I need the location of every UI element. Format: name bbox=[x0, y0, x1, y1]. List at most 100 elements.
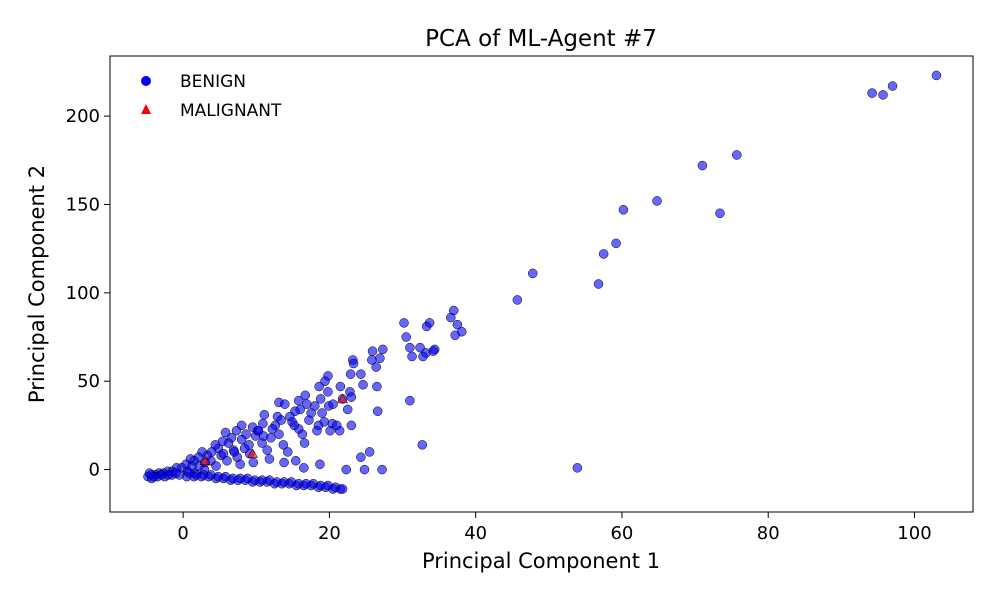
data-point-benign bbox=[356, 452, 366, 462]
data-point-benign bbox=[611, 238, 621, 249]
data-point-benign bbox=[211, 461, 221, 471]
series-benign bbox=[143, 70, 942, 494]
data-point-benign bbox=[267, 424, 278, 434]
data-point-benign bbox=[346, 420, 357, 431]
data-point-benign bbox=[359, 464, 370, 475]
data-point-benign bbox=[450, 330, 460, 341]
data-point-benign bbox=[341, 464, 351, 475]
data-point-benign bbox=[262, 445, 272, 455]
data-point-benign bbox=[280, 399, 290, 409]
data-point-benign bbox=[732, 150, 742, 160]
x-tick-label: 20 bbox=[318, 523, 341, 544]
data-point-benign bbox=[367, 355, 377, 365]
data-point-benign bbox=[652, 196, 662, 206]
data-point-benign bbox=[299, 463, 309, 473]
data-point-benign bbox=[244, 440, 254, 450]
data-point-benign bbox=[371, 362, 381, 372]
data-point-benign bbox=[289, 420, 300, 431]
data-point-benign bbox=[274, 429, 284, 439]
legend-marker-benign bbox=[141, 76, 151, 86]
data-point-benign bbox=[405, 395, 415, 406]
data-point-benign bbox=[335, 381, 346, 392]
data-point-benign bbox=[258, 418, 268, 429]
data-point-benign bbox=[317, 408, 327, 418]
data-point-benign bbox=[144, 468, 155, 478]
data-point-benign bbox=[417, 440, 428, 450]
data-point-benign bbox=[248, 457, 259, 468]
legend-label-benign: BENIGN bbox=[180, 72, 246, 92]
data-point-benign bbox=[372, 381, 382, 392]
data-point-benign bbox=[229, 447, 240, 457]
legend-label-malignant: MALIGNANT bbox=[180, 101, 282, 121]
data-point-benign bbox=[315, 394, 326, 404]
data-point-benign bbox=[452, 319, 463, 330]
chart-title: PCA of ML-Agent #7 bbox=[425, 26, 657, 52]
data-point-malignant bbox=[247, 448, 259, 458]
data-point-benign bbox=[301, 399, 312, 409]
data-point-benign bbox=[348, 358, 359, 369]
data-point-benign bbox=[421, 321, 432, 332]
data-point-benign bbox=[331, 420, 342, 431]
data-point-benign bbox=[258, 431, 269, 441]
data-point-benign bbox=[297, 429, 308, 439]
y-tick-label: 100 bbox=[66, 283, 100, 304]
data-point-benign bbox=[405, 342, 415, 353]
data-point-benign bbox=[887, 81, 898, 91]
data-point-benign bbox=[264, 454, 275, 464]
data-point-benign bbox=[315, 459, 325, 470]
data-point-benign bbox=[328, 399, 338, 409]
points-layer bbox=[143, 70, 942, 494]
data-point-benign bbox=[278, 440, 289, 450]
data-point-benign bbox=[378, 344, 388, 355]
x-tick-label: 40 bbox=[464, 523, 487, 544]
data-point-benign bbox=[697, 160, 708, 171]
data-point-benign bbox=[407, 351, 417, 362]
data-point-benign bbox=[236, 420, 247, 431]
data-point-benign bbox=[285, 411, 295, 422]
data-point-benign bbox=[867, 88, 877, 98]
data-point-benign bbox=[358, 379, 368, 390]
data-point-malignant bbox=[337, 393, 348, 404]
plot-frame bbox=[109, 55, 974, 513]
y-axis: 0 50 100 150 200 bbox=[66, 106, 110, 481]
x-tick-label: 80 bbox=[757, 523, 780, 544]
data-point-benign bbox=[282, 447, 293, 457]
data-point-benign bbox=[527, 268, 538, 279]
data-point-benign bbox=[364, 447, 375, 457]
data-point-benign bbox=[346, 392, 357, 402]
data-point-benign bbox=[323, 387, 333, 397]
data-point-benign bbox=[291, 455, 301, 466]
data-point-benign bbox=[342, 404, 353, 415]
data-point-benign bbox=[418, 351, 428, 362]
data-point-benign bbox=[235, 459, 245, 470]
data-point-benign bbox=[312, 425, 322, 436]
data-point-benign bbox=[314, 381, 324, 392]
data-point-malignant bbox=[199, 455, 211, 465]
data-point-benign bbox=[593, 279, 604, 289]
x-axis: 0 20 40 60 80 100 bbox=[177, 512, 932, 544]
data-point-benign bbox=[356, 369, 366, 379]
legend: BENIGN MALIGNANT bbox=[141, 72, 282, 121]
y-tick-label: 150 bbox=[66, 194, 100, 215]
data-point-benign bbox=[236, 434, 247, 445]
data-point-benign bbox=[512, 295, 523, 305]
data-point-benign bbox=[299, 438, 310, 448]
data-point-benign bbox=[572, 463, 583, 473]
y-axis-label: Principal Component 2 bbox=[25, 165, 49, 403]
data-point-benign bbox=[377, 464, 387, 475]
data-point-benign bbox=[401, 332, 411, 342]
x-tick-label: 60 bbox=[610, 523, 633, 544]
data-point-benign bbox=[878, 90, 888, 100]
data-point-benign bbox=[218, 448, 229, 459]
data-point-benign bbox=[715, 208, 725, 219]
y-tick-label: 0 bbox=[89, 460, 100, 481]
data-point-benign bbox=[345, 369, 356, 379]
data-point-benign bbox=[279, 457, 289, 468]
data-point-benign bbox=[618, 205, 629, 215]
data-point-benign bbox=[367, 346, 378, 356]
data-point-benign bbox=[259, 410, 270, 420]
data-point-benign bbox=[293, 395, 304, 406]
data-point-benign bbox=[375, 353, 385, 363]
data-point-benign bbox=[187, 461, 197, 471]
